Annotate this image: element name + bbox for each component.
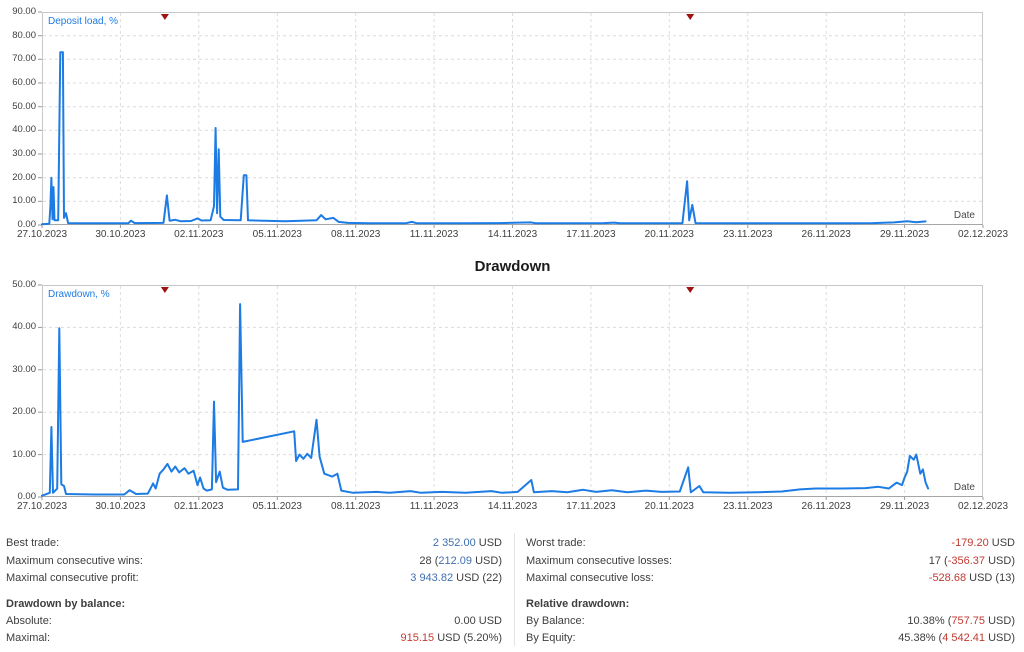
stat-value: 3 943.82 USD (22) (410, 572, 502, 584)
stat-row: Maximal consecutive loss: -528.68 USD (13… (526, 571, 1015, 586)
stat-row: Absolute: 0.00 USD (6, 614, 502, 629)
stat-row: By Equity: 45.38% (4 542.41 USD) (526, 631, 1015, 646)
stat-row: Maximum consecutive losses: 17 (-356.37 U… (526, 554, 1015, 569)
stat-label: Maximum consecutive losses: (526, 554, 673, 567)
stat-label: Maximal consecutive loss: (526, 572, 654, 584)
stat-value: -528.68 USD (13) (928, 572, 1015, 584)
stat-label: By Equity: (526, 632, 576, 644)
stat-label: Relative drawdown: (526, 598, 630, 610)
stat-value: 28 (212.09 USD) (419, 554, 502, 567)
stat-row: Relative drawdown: (526, 597, 1015, 612)
stat-label: Maximal consecutive profit: (6, 572, 139, 584)
stat-label: By Balance: (526, 615, 585, 627)
stat-value: 45.38% (4 542.41 USD) (898, 632, 1015, 644)
stat-value: 915.15 USD (5.20%) (400, 632, 502, 644)
stat-value: 10.38% (757.75 USD) (907, 615, 1015, 627)
stat-value: 17 (-356.37 USD) (928, 554, 1015, 567)
stat-label: Maximal: (6, 632, 51, 644)
stat-row: Maximum consecutive wins: 28 (212.09 USD) (6, 554, 502, 569)
stat-label: Drawdown by balance: (6, 598, 126, 610)
drawdown-chart-title: Drawdown (474, 258, 551, 275)
stat-row: Worst trade: -179.20 USD (526, 536, 1015, 551)
stat-row: Maximal consecutive profit: 3 943.82 USD … (6, 571, 502, 586)
stat-row: By Balance: 10.38% (757.75 USD) (526, 614, 1015, 629)
stat-label: Worst trade: (526, 537, 586, 549)
stat-value: 0.00 USD (454, 615, 502, 627)
stat-value: 2 352.00 USD (432, 537, 502, 549)
stat-row: Best trade: 2 352.00 USD (6, 536, 502, 551)
stat-value: -179.20 USD (951, 537, 1015, 549)
stats-column-divider (514, 533, 515, 646)
stat-label: Best trade: (6, 537, 60, 549)
stat-label: Absolute: (6, 615, 52, 627)
stat-row: Drawdown by balance: (6, 597, 502, 612)
stat-label: Maximum consecutive wins: (6, 554, 143, 567)
stat-row: Maximal: 915.15 USD (5.20%) (6, 631, 502, 646)
